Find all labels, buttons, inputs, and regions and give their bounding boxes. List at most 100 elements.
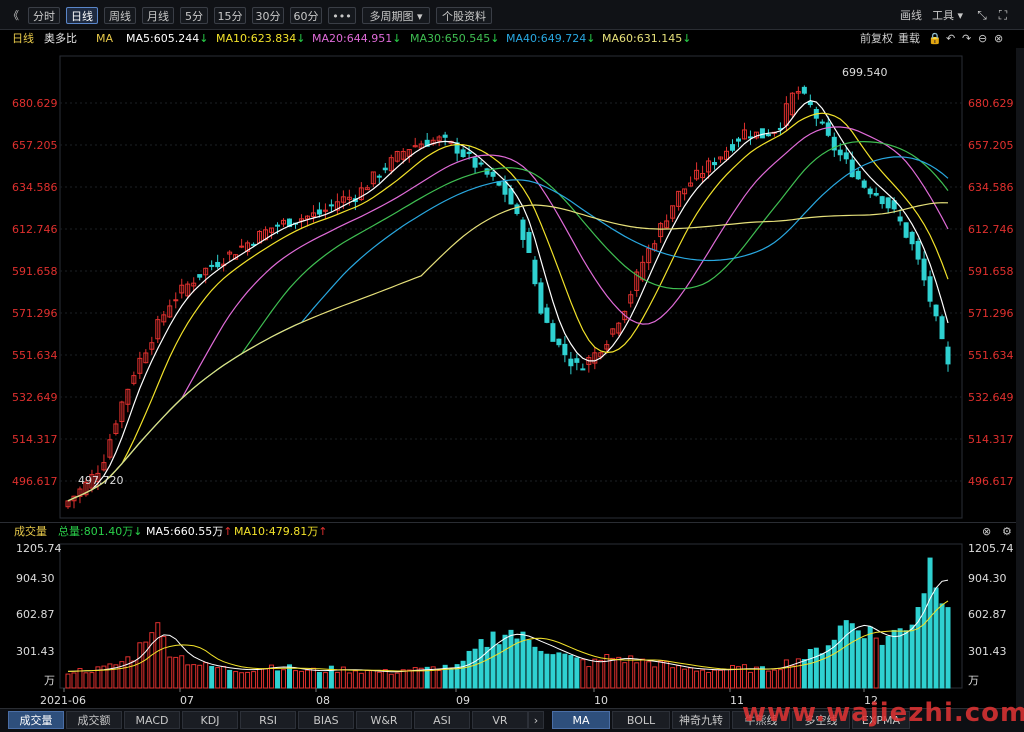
ma10-line [67,112,949,502]
overlay-tab-0[interactable]: MA [552,711,610,729]
candle-body [310,212,316,218]
zoom-out-icon[interactable]: ⊖ [978,32,988,45]
candle-body [137,357,143,374]
indicator-tab-kdj[interactable]: KDJ [182,711,238,729]
volume-bar [406,669,412,689]
period-tab-3[interactable]: 月线 [142,7,174,24]
volume-bar [825,645,831,689]
adjust-button[interactable]: 前复权 [860,32,893,45]
ma60-value: MA60:631.145↓ [602,32,692,45]
volume-bar [221,665,227,689]
price-tick-right: 657.205 [968,139,1014,152]
volume-bar [861,638,867,689]
price-volume-chart[interactable]: 680.629 680.629 657.205 657.205 634.586 634.5… [0,48,1016,708]
overlay-tab-5[interactable]: EXPMA [852,711,910,729]
close-icon[interactable]: ⊗ [994,32,1004,45]
price-tick-left: 680.629 [12,97,58,110]
volume-bar [448,668,454,689]
period-tab-10[interactable]: 个股资料 [436,7,492,24]
volume-bar [382,669,388,689]
period-tab-5[interactable]: 15分 [214,7,246,24]
indicator-tab-vr[interactable]: VR [472,711,528,729]
period-tab-4[interactable]: 5分 [180,7,208,24]
candle-body [502,181,508,195]
low-price-label: 497.720 [78,474,124,487]
volume-bar [454,664,460,689]
volume-unit-right: 万 [968,674,979,687]
volume-bar [215,667,221,689]
period-tab-0[interactable]: 分时 [28,7,60,24]
tools-menu-button[interactable]: 工具 ▾ [932,9,964,22]
indicator-tab-asi[interactable]: ASI [414,711,470,729]
volume-bar [813,647,819,689]
volume-bar [412,667,418,689]
candle-body [682,188,688,195]
candle-body [245,242,251,252]
price-plot-frame [59,55,963,519]
volume-close-icon[interactable]: ⊗ [982,525,992,538]
overlay-tab-2[interactable]: 神奇九转 [672,711,730,729]
indicator-tab-rsi[interactable]: RSI [240,711,296,729]
candle-body [376,175,382,178]
date-tick: 09 [456,694,470,707]
overlay-tab-3[interactable]: 牛熊线 [732,711,790,729]
volume-bar [263,668,269,689]
volume-bar [939,603,945,689]
price-tick-left: 591.658 [12,265,58,278]
volume-bar [921,593,927,689]
volume-bar [735,666,741,689]
draw-line-button[interactable]: 画线 [900,9,922,22]
lock-icon[interactable]: 🔒 [928,32,942,45]
candle-body [879,196,885,205]
candle-body [831,136,837,151]
period-tab-8[interactable]: ••• [328,7,356,24]
date-tick: 11 [730,694,744,707]
price-tick-right: 612.746 [968,223,1014,236]
candle-body [484,168,490,175]
candle-body [849,159,855,178]
indicator-tab-成交额[interactable]: 成交额 [66,711,122,729]
ma40-line [67,156,949,502]
volume-bar [424,666,430,689]
indicator-tab-macd[interactable]: MACD [124,711,180,729]
ma10-value: MA10:623.834↓ [216,32,306,45]
overlay-tab-4[interactable]: 多空线 [792,711,850,729]
volume-bar [322,672,328,689]
volume-bar [310,667,316,689]
volume-ma5: MA5:660.55万↑ [146,525,233,538]
volume-bar [556,652,562,689]
period-tab-1[interactable]: 日线 [66,7,98,24]
overlay-tab-1[interactable]: BOLL [612,711,670,729]
volume-bar [712,669,718,689]
volume-bar [514,638,520,689]
volume-bar [209,665,215,689]
period-tab-2[interactable]: 周线 [104,7,136,24]
period-tab-7[interactable]: 60分 [290,7,322,24]
candle-body [304,215,310,220]
indicator-tab-w&r[interactable]: W&R [356,711,412,729]
candle-body [167,305,173,318]
fullscreen-icon[interactable]: ⛶ [998,8,1008,22]
volume-bar [484,646,490,689]
candle-body [520,219,526,240]
indicator-tab-bias[interactable]: BIAS [298,711,354,729]
reload-button[interactable]: 重载 [898,32,920,45]
period-tab-9[interactable]: 多周期图 ▾ [362,7,430,24]
candle-body [915,240,921,260]
ma30-value: MA30:650.545↓ [410,32,500,45]
period-tab-6[interactable]: 30分 [252,7,284,24]
tabs-scroll-right-icon[interactable]: › [528,711,544,729]
volume-bar [436,670,442,689]
back-button[interactable]: 《 [8,9,19,22]
expand-arrows-icon[interactable]: ⤡ [977,8,987,22]
indicator-tab-成交量[interactable]: 成交量 [8,711,64,729]
volume-bar [119,661,125,689]
volume-settings-icon[interactable]: ⚙ [1002,525,1012,538]
price-tick-left: 657.205 [12,139,58,152]
volume-ma10-line [67,600,949,672]
candle-body [945,346,951,365]
redo-icon[interactable]: ↷ [962,32,972,45]
undo-icon[interactable]: ↶ [946,32,956,45]
ma-label[interactable]: MA [96,32,114,45]
candle-body [107,439,113,458]
